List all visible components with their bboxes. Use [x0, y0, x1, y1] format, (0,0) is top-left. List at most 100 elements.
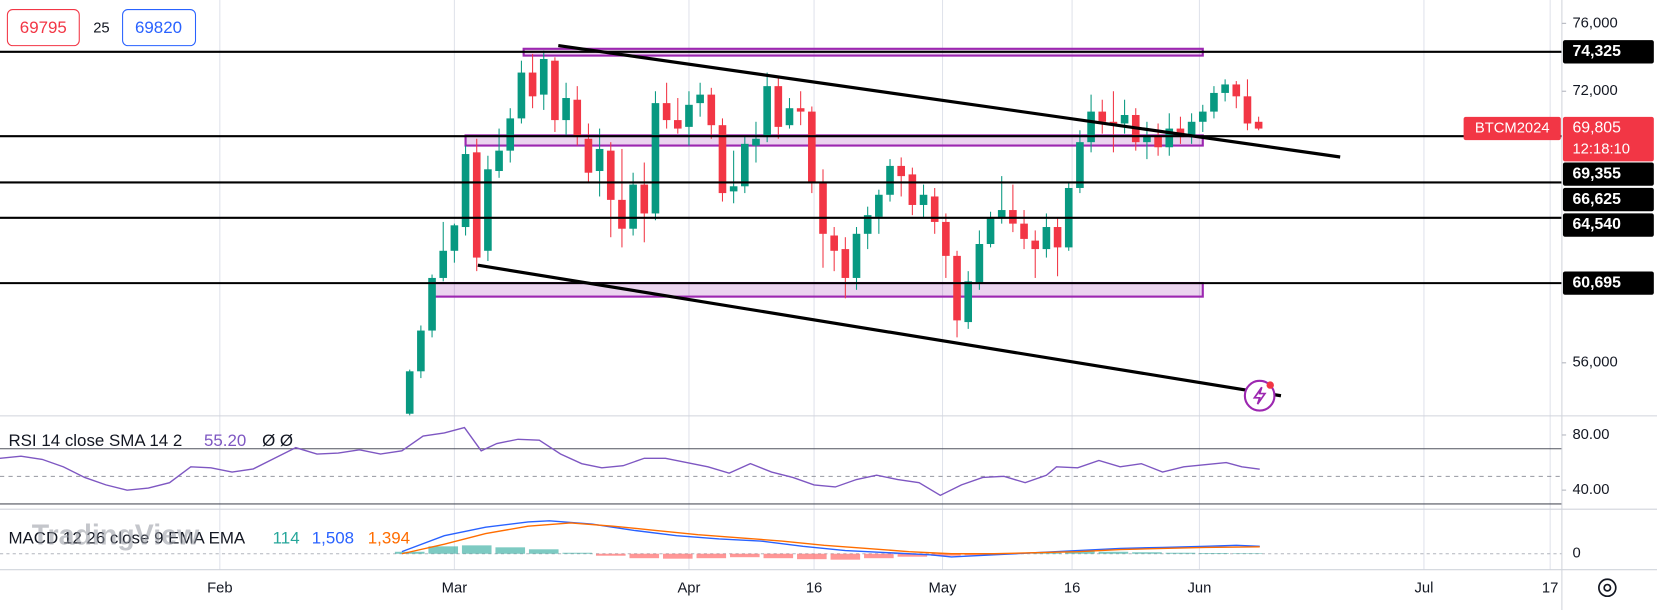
candle-body [930, 196, 939, 222]
y-tick-label: 0 [1572, 546, 1580, 562]
x-tick-label: Jul [1414, 581, 1433, 597]
histogram-bar [1098, 551, 1129, 554]
candle-body [1232, 84, 1241, 97]
histogram-bar [629, 553, 660, 559]
y-tick-label: 56,000 [1572, 355, 1617, 371]
rsi-pane [0, 426, 1562, 505]
histogram-bar [931, 553, 961, 556]
histogram-bar [428, 546, 459, 554]
candle-body [1243, 96, 1252, 124]
histogram-bar [1165, 552, 1196, 554]
candle-body [1042, 227, 1051, 250]
level-label: 60,695 [1572, 274, 1621, 291]
level-label: 74,325 [1572, 43, 1621, 60]
histogram-bar [797, 553, 827, 560]
y-tick-label: 72,000 [1572, 83, 1617, 99]
candle-body [651, 103, 660, 214]
histogram-bar [528, 549, 559, 554]
pane-value: 55.20 [204, 431, 246, 450]
candle-body [1020, 223, 1028, 239]
candle-body [551, 60, 559, 121]
candle-body [696, 94, 704, 104]
candle-body [964, 281, 973, 323]
candle-body [472, 152, 481, 258]
price-pane [0, 43, 1562, 416]
level-label: 64,540 [1572, 216, 1621, 233]
ask-box[interactable] [122, 9, 197, 47]
candle-body [618, 199, 626, 229]
x-tick-label: Mar [442, 581, 468, 597]
alert-icon[interactable] [1243, 379, 1276, 412]
candle-body [908, 174, 917, 205]
candle-body [573, 99, 582, 138]
candle-body [852, 233, 861, 278]
histogram-bar [662, 553, 693, 559]
level-badge [1562, 213, 1654, 237]
histogram-bar [1031, 552, 1062, 554]
histogram-bar [1065, 551, 1095, 554]
level-label: 66,625 [1572, 191, 1621, 208]
candle-body [662, 103, 671, 121]
axes: Feb Mar Apr 16 May 16 Jun Jul 17 76,000 72,000 56,0… [8, 15, 1654, 597]
trendline [477, 263, 1282, 398]
candle-body [1053, 227, 1062, 248]
candle-body [819, 182, 827, 234]
level-badge [1562, 40, 1654, 64]
candle-body [919, 194, 928, 205]
y-tick-label: 80.00 [1572, 427, 1609, 443]
trendline [558, 43, 1341, 159]
candle-body [1198, 111, 1207, 122]
bid-price: 69795 [20, 18, 67, 37]
candle-body [830, 235, 838, 251]
y-tick-label: 40.00 [1572, 482, 1609, 498]
candle-body [1210, 92, 1218, 112]
candle-body [606, 150, 615, 200]
histogram-bar [696, 553, 727, 559]
settings-icon[interactable] [1598, 578, 1617, 598]
candle-body [796, 108, 805, 112]
histogram-bar [864, 553, 894, 559]
y-tick-label: 76,000 [1572, 15, 1617, 31]
histogram-bar [897, 553, 928, 557]
zone [428, 281, 1204, 298]
candle-body [450, 225, 459, 251]
candle-body [495, 150, 503, 172]
x-tick-label: Jun [1188, 581, 1212, 597]
level-badge [1562, 162, 1654, 186]
candle-body [953, 255, 961, 321]
histogram-bar [595, 553, 626, 556]
candle-body [685, 104, 693, 127]
candle-body [886, 165, 894, 195]
candle-body [942, 221, 950, 256]
x-tick-label: Feb [207, 581, 232, 597]
level-badge [1562, 187, 1654, 212]
candle-body [1076, 142, 1084, 188]
last-price-label: 69,805 [1572, 120, 1621, 137]
candle-body [1221, 84, 1229, 93]
macd-line [401, 520, 1260, 558]
pane-title: RSI 14 close SMA 14 2 [8, 431, 182, 450]
level-badge [1562, 271, 1654, 295]
ask-price: 69820 [135, 18, 182, 37]
pane-value: 1,508 [312, 528, 354, 547]
candle-body [741, 143, 749, 187]
bid-box[interactable] [6, 9, 80, 47]
candle-body [975, 244, 984, 284]
candle-body [506, 118, 515, 151]
pane-status: Ø Ø [262, 431, 293, 450]
candle-body [428, 277, 436, 331]
candle-body [875, 194, 883, 217]
histogram-bar [495, 547, 526, 554]
candle-body [640, 184, 649, 214]
candle-body [1098, 111, 1107, 122]
countdown: 12:18:10 [1572, 142, 1630, 158]
x-tick-label: 17 [1542, 581, 1558, 597]
candle-body [595, 148, 604, 172]
histogram-bar [461, 545, 492, 554]
candle-body [774, 86, 783, 127]
candle-body [1187, 121, 1196, 138]
candle-body [405, 371, 414, 414]
candle-body [863, 215, 872, 234]
